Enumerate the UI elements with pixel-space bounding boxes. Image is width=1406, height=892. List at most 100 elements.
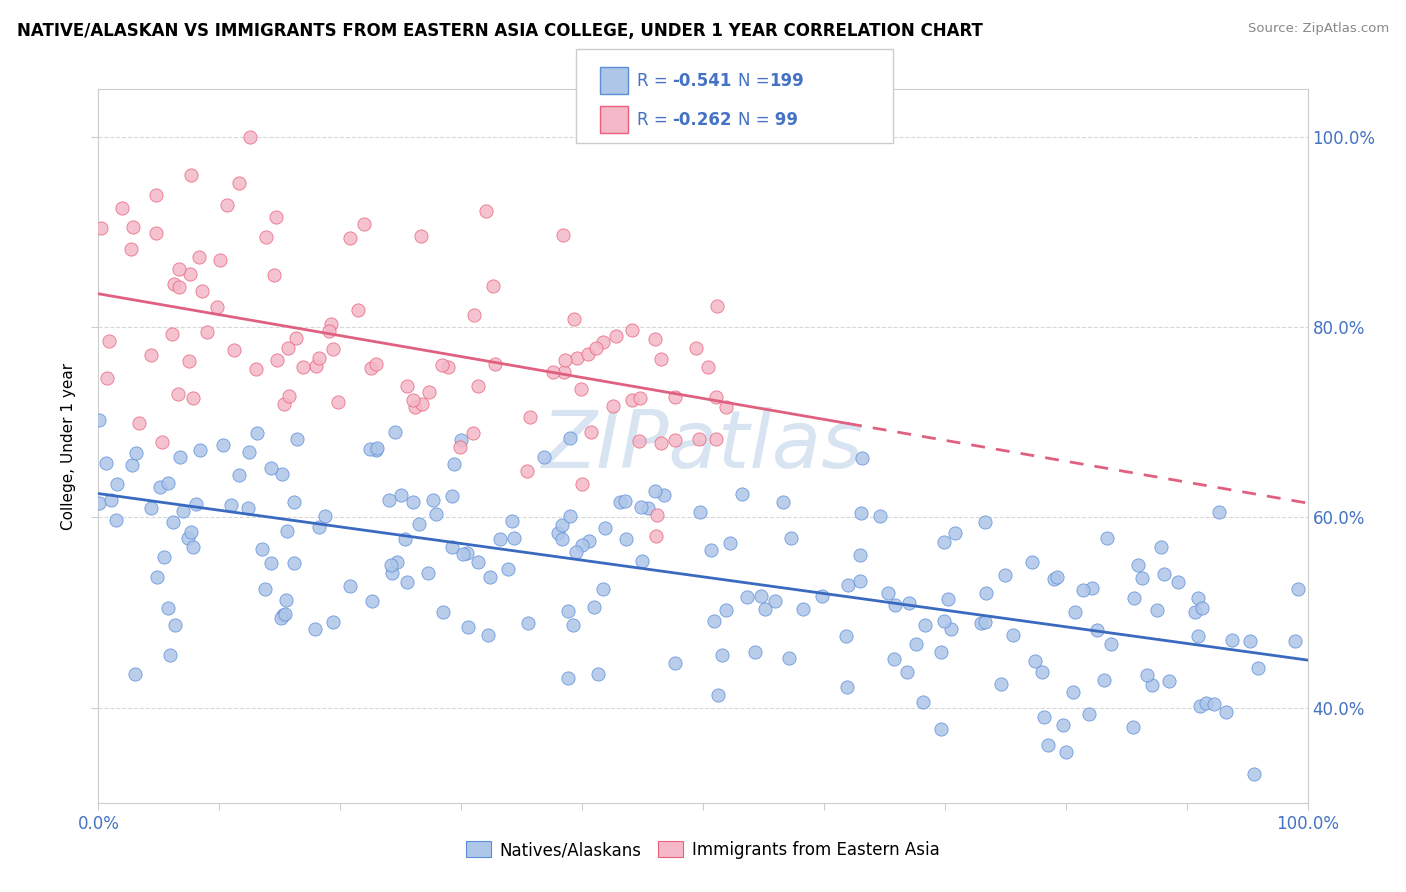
Point [224,343,246,357]
Point [451,547,474,561]
Point [932,534,955,549]
Point [1220,633,1243,648]
Point [238,501,260,516]
Point [245,362,267,376]
Point [650,351,672,366]
Point [186,496,208,510]
Point [380,566,402,580]
Point [1095,531,1118,545]
Point [502,532,524,546]
Point [1085,623,1108,637]
Point [731,487,754,501]
Point [1153,566,1175,581]
Point [1126,558,1149,572]
Point [1239,633,1261,648]
Point [328,394,350,409]
Point [100,493,122,508]
Point [1195,696,1218,710]
Point [145,226,167,240]
Point [430,359,453,373]
Point [1208,505,1230,519]
Point [1092,673,1115,687]
Point [167,280,190,294]
Point [190,284,212,298]
Point [159,648,181,663]
Point [516,464,538,478]
Point [228,467,250,482]
Point [176,531,198,545]
Point [517,616,540,631]
Point [778,650,800,665]
Point [562,617,585,632]
Point [139,348,162,362]
Point [404,400,426,414]
Point [479,570,502,584]
Point [688,433,710,447]
Point [277,389,299,403]
Point [1187,591,1209,605]
Point [361,594,384,608]
Point [179,354,201,368]
Point [318,324,340,338]
Point [246,425,269,440]
Point [121,458,143,472]
Point [496,562,519,576]
Point [253,582,276,597]
Point [869,508,891,523]
Point [990,677,1012,691]
Point [481,278,503,293]
Point [792,601,814,615]
Text: Source: ZipAtlas.com: Source: ZipAtlas.com [1249,22,1389,36]
Point [744,645,766,659]
Point [456,546,478,560]
Point [706,688,728,702]
Point [664,391,686,405]
Point [849,548,872,562]
Point [969,615,991,630]
Point [585,341,607,355]
Point [139,500,162,515]
Point [162,326,184,341]
Point [359,442,381,456]
Point [416,566,439,581]
Point [145,570,167,584]
Point [644,529,666,543]
Point [1123,591,1146,605]
Point [402,495,425,509]
Point [605,329,627,343]
Point [974,516,997,530]
Point [898,597,921,611]
Point [974,586,997,600]
Point [484,357,506,371]
Point [630,500,652,515]
Point [449,440,471,454]
Y-axis label: College, Under 1 year: College, Under 1 year [60,362,76,530]
Point [943,526,966,541]
Point [353,217,375,231]
Point [437,360,460,375]
Point [188,443,211,458]
Point [89,496,111,510]
Point [450,433,472,447]
Point [849,506,872,520]
Point [1042,572,1064,586]
Point [883,652,905,666]
Point [877,586,900,600]
Point [1052,718,1074,732]
Point [1286,582,1309,596]
Point [1202,698,1225,712]
Point [614,493,637,508]
Point [285,331,308,345]
Point [360,361,382,376]
Point [578,534,600,549]
Point [1062,684,1084,698]
Point [308,351,330,366]
Point [714,603,737,617]
Point [120,243,142,257]
Point [557,671,579,685]
Point [810,589,832,603]
Point [700,543,723,558]
Point [620,393,643,408]
Point [283,495,305,509]
Text: -0.541: -0.541 [672,71,731,89]
